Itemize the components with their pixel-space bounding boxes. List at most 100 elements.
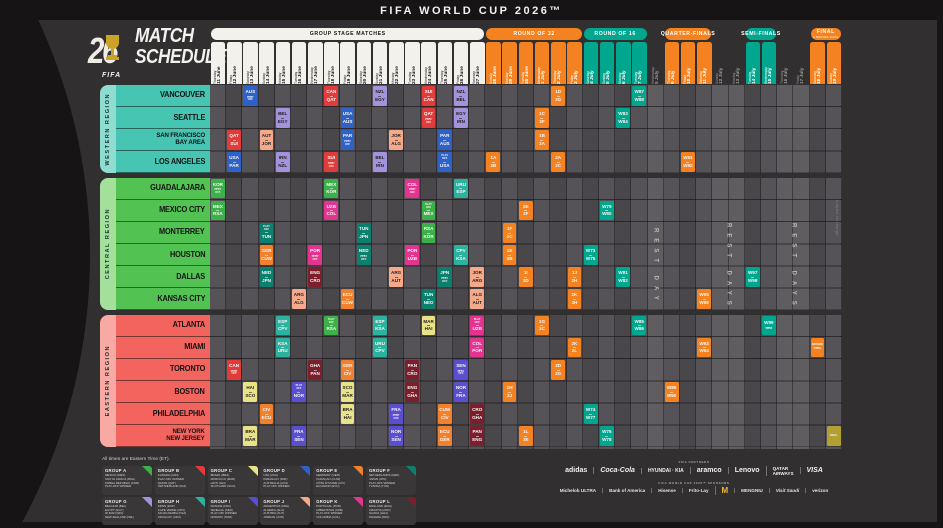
group-team: SOUTH AFRICA (RSA) [105,476,135,481]
group-color-corner [406,496,416,507]
region-row-lines [210,85,842,174]
match-cell: AUS PLAY OFF [243,86,258,106]
region-tab-central-region: CENTRAL REGION [100,177,116,311]
match-cell: ECU GER [437,426,452,446]
group-team: COLOMBIA (COL) [316,515,340,520]
date-column-header: Monday 15 June [275,42,291,84]
group-color-corner [300,466,311,476]
groups-legend: GROUP A MEXICO (MEX) SOUTH AFRICA (RSA) KOR… [102,466,422,526]
match-cell: W76 W78 [599,426,614,446]
match-cell: BEL IRN [373,152,387,172]
group-team: MEXICO (MEX) [105,473,126,477]
visa-logo: VISA [799,467,829,474]
match-cell: GHA PAN [308,360,323,380]
match-cell: 1I 3D [518,267,533,287]
match-cell: 2E 2F [518,200,533,221]
match-cell: 1L 3E [518,426,533,446]
date-column-header: Wednesday 1 July [534,42,550,84]
group-legend-box: GROUP H SPAIN (ESP) CAPE VERDE (CPV) SAUDI … [154,496,205,526]
group-legend-box: GROUP F NETHERLANDS (NED) JAPAN (JPN) PLAY-… [366,466,416,495]
match-cell: W91 W92 [680,152,695,172]
match-cell: EGY IRN [454,108,468,128]
group-title: GROUP K [316,498,338,504]
match-cell: MAR HAI [421,315,436,336]
match-cell: COL POR [470,337,485,358]
match-cell: NED PLAY OFF [356,245,371,265]
match-cell: ECU CUW [340,289,355,309]
rest-day-label: REST DAYS [725,223,732,311]
city-row: MEXICO CITY [116,199,210,222]
group-team: GERMANY (GER) [316,473,340,477]
match-cell: 1B 3A [535,130,549,150]
group-team: ECUADOR (ECU) [316,484,340,489]
group-legend-box: GROUP B CANADA (CAN) PLAY-OFF WINNER QATAR … [154,466,205,495]
match-cell: NOR FRA [454,382,468,402]
date-column-header: Sunday 28 June [486,42,501,84]
match-cell: 1D 3G [551,86,566,106]
group-legend-box: GROUP J ARGENTINA (ARG) ALGERIA (ALG) AUSTR… [260,496,311,526]
match-cell: RSA KOR [421,223,436,243]
match-cell: CAN QAT [324,86,339,106]
match-cell: CUW CIV [437,404,452,424]
match-cell: COL PLAY OFF [405,178,420,199]
match-cell: MEX RSA [211,200,225,221]
match-cell: SUI PLAY OFF [324,152,339,172]
group-team: PLAY-OFF WINNER [105,484,132,489]
group-team: JAPAN (JPN) [369,476,387,481]
city-row: PHILADELPHIA [116,403,210,426]
match-cell: CPV KSA [454,245,468,265]
match-cell: TUN JPN [356,223,371,243]
logo-match: MATCH [135,25,194,47]
group-legend-box: GROUP A MEXICO (MEX) SOUTH AFRICA (RSA) KOR… [102,466,152,495]
match-cell: AUT JOR [259,130,274,150]
date-column-header: Friday 17 July [796,67,806,84]
match-cell: KOR PLAY OFF [211,178,225,199]
match-cell: QAT SUI [227,130,241,150]
match-cell: BEL EGY [275,108,290,128]
date-column-header: Sunday 21 June [372,42,388,84]
group-team: FRANCE (FRA) [210,503,231,508]
schedule-grid: REST DAY REST DAYS REST DAYS AUS PLAY OFF CAN Q… [209,85,843,449]
stage-band-gs: GROUP STAGE MATCHES [211,28,485,40]
date-column-header: Sunday 14 June [259,42,274,84]
match-cell: W95 W96 [697,289,711,309]
match-cell: CRO GHA [470,404,485,424]
city-row: MONTERREY [116,222,210,245]
group-team: URUGUAY (URU) [157,515,181,520]
match-cell: W85 W86 [632,315,647,336]
group-color-corner [353,466,364,476]
lenovo-logo: Lenovo [727,467,766,474]
match-cell: NZL EGY [373,86,387,106]
match-cell: W89 W90 [664,382,679,402]
group-title: GROUP L [369,498,391,504]
fifa-wordmark: FIFA [102,72,122,79]
group-team: SENEGAL (SEN) [210,507,233,512]
match-cell: 1E 3B [502,245,517,265]
date-column-header: Monday 6 July [615,42,631,84]
match-cell: CAN PLAY OFF [227,360,241,380]
qatar-airways-logo: QATAR AIRWAYS [765,465,800,476]
sponsors-caption: FIFA WORLD CUP 2026™ SPONSORS [658,480,730,485]
match-cell: PAN ENG [470,426,485,446]
group-team: USA (USA) [263,473,278,477]
region-row-lines [210,177,842,311]
group-team: CANADA (CAN) [157,473,179,477]
mcdonald-s-logo: M [714,486,735,495]
hisense-logo: Hisense [651,488,682,493]
page-title: FIFA WORLD CUP 2026™ [380,5,563,17]
match-cell: W99 W100 [761,315,776,336]
city-row: HOUSTON [116,244,210,267]
wc-sponsors-row: Michelob ULTRA Bank of America Hisense Frit… [538,486,850,495]
date-column-header: Wednesday 24 June [421,42,437,84]
region-city-panel: WESTERN REGION VANCOUVER SEATTLE SAN FRANCI… [100,85,210,449]
group-title: GROUP A [105,468,127,473]
group-legend-box: GROUP E GERMANY (GER) CURAÇAO (CUW) CÔTE D'… [313,466,364,495]
group-team: SWITZERLAND (SUI) [157,484,187,489]
date-column-header: Saturday 4 July [583,42,599,84]
city-row: NEW YORK NEW JERSEY [116,425,210,448]
match-cell: PLAY OFF UZB [470,315,485,336]
stage-band-qf: QUARTER-FINALS [661,28,715,40]
date-column-header: Thursday 9 July [664,42,680,84]
date-column-header: Thursday 18 June [324,42,339,84]
